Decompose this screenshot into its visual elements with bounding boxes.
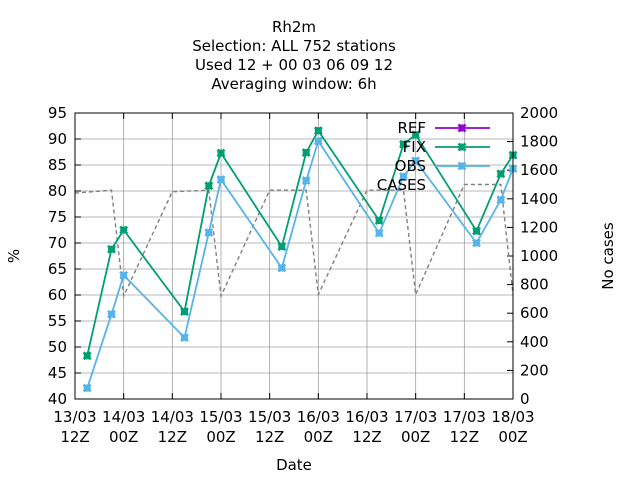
- x-tick-label-date: 14/03: [102, 408, 145, 426]
- data-point: [119, 270, 129, 280]
- x-tick-label-date: 14/03: [151, 408, 194, 426]
- data-point: [411, 130, 421, 140]
- series-layer: [74, 126, 518, 393]
- data-point: [204, 228, 214, 238]
- y-tick-label: 75: [48, 208, 67, 226]
- x-tick-label-hour: 00Z: [206, 428, 235, 446]
- data-point: [496, 169, 506, 179]
- title-line: Used 12 + 00 03 06 09 12: [195, 56, 393, 74]
- series-cases: [74, 183, 514, 299]
- y-tick-label: 65: [48, 260, 67, 278]
- data-point: [301, 148, 311, 157]
- data-point: [313, 126, 323, 136]
- x-tick-label-date: 17/03: [394, 408, 437, 426]
- data-point: [277, 242, 287, 252]
- data-point: [472, 226, 481, 236]
- legend-label: CASES: [377, 176, 426, 194]
- y2-tick-label: 800: [520, 276, 549, 294]
- data-point: [374, 228, 384, 238]
- x-tick-label-hour: 00Z: [498, 428, 527, 446]
- title-line: Averaging window: 6h: [211, 75, 376, 93]
- x-tick-label-hour: 12Z: [450, 428, 479, 446]
- y2-tick-label: 400: [520, 333, 549, 351]
- data-point: [472, 238, 481, 248]
- x-tick-label-date: 16/03: [345, 408, 388, 426]
- x-tick-label-date: 18/03: [491, 408, 534, 426]
- y-tick-label: 70: [48, 234, 67, 252]
- x-tick-label-date: 13/03: [53, 408, 96, 426]
- data-point: [119, 225, 129, 235]
- data-point: [399, 139, 408, 149]
- y2-tick-label: 600: [520, 304, 549, 322]
- title-line: Rh2m: [272, 18, 316, 36]
- data-point: [82, 383, 92, 393]
- data-point: [107, 244, 116, 254]
- legend-label: REF: [397, 119, 426, 137]
- y2-axis-label: No cases: [599, 222, 617, 290]
- x-tick-label-date: 15/03: [248, 408, 291, 426]
- y-tick-label: 90: [48, 130, 67, 148]
- y2-tick-label: 1600: [520, 161, 558, 179]
- data-point: [82, 351, 92, 361]
- legend-marker: [457, 142, 467, 152]
- x-tick-label-date: 16/03: [297, 408, 340, 426]
- y2-tick-label: 0: [520, 390, 530, 408]
- legend-label: OBS: [395, 157, 426, 175]
- y-axis-label: %: [5, 249, 23, 263]
- x-axis-label: Date: [276, 456, 312, 474]
- x-tick-label-date: 15/03: [199, 408, 242, 426]
- y-tick-label: 40: [48, 390, 67, 408]
- x-tick-label-hour: 12Z: [352, 428, 381, 446]
- data-point: [107, 309, 116, 319]
- series-obs: [82, 136, 518, 393]
- y2-tick-label: 1200: [520, 218, 558, 236]
- y2-axis: 0 200 400 600 800 1000 1200 1400 1600 1800 2000: [507, 104, 558, 408]
- data-point: [301, 176, 311, 186]
- title-line: Selection: ALL 752 stations: [192, 37, 396, 55]
- y2-tick-label: 1400: [520, 190, 558, 208]
- y-tick-label: 60: [48, 286, 67, 304]
- data-point: [216, 148, 226, 158]
- legend-marker: [457, 161, 467, 171]
- data-point: [496, 195, 506, 205]
- x-tick-label-hour: 00Z: [304, 428, 333, 446]
- x-tick-label-hour: 12Z: [60, 428, 89, 446]
- y-tick-label: 80: [48, 182, 67, 200]
- plot-border: [74, 112, 514, 400]
- data-point: [277, 263, 287, 273]
- y2-tick-label: 1800: [520, 133, 558, 151]
- x-tick-label-hour: 12Z: [158, 428, 187, 446]
- legend-marker: [457, 123, 467, 133]
- data-point: [180, 333, 189, 343]
- y-axis: 40 45 50 55 60 65 70 75 80 85 90 95: [48, 104, 81, 408]
- legend-label: FIX: [403, 138, 426, 156]
- data-point: [411, 156, 421, 166]
- y-tick-label: 95: [48, 104, 67, 122]
- y-tick-label: 85: [48, 156, 67, 174]
- data-point: [180, 307, 189, 317]
- series-line-cases: [74, 183, 514, 299]
- series-fix: [82, 126, 518, 361]
- grid: [75, 113, 513, 399]
- x-tick-label-date: 17/03: [443, 408, 486, 426]
- data-point: [374, 216, 384, 226]
- data-point: [216, 175, 226, 184]
- x-axis: 13/03 12Z 14/03 00Z 14/03 12Z 15/03 00Z 15/03 12Z…: [53, 113, 535, 446]
- y2-tick-label: 1000: [520, 247, 558, 265]
- x-tick-label-hour: 00Z: [401, 428, 430, 446]
- data-point: [313, 136, 323, 146]
- data-point: [204, 181, 214, 191]
- x-tick-label-hour: 12Z: [255, 428, 284, 446]
- y2-tick-label: 2000: [520, 104, 558, 122]
- y-tick-label: 45: [48, 364, 67, 382]
- y2-tick-label: 200: [520, 361, 549, 379]
- data-point: [399, 172, 408, 181]
- x-tick-label-hour: 00Z: [109, 428, 138, 446]
- y-tick-label: 55: [48, 312, 67, 330]
- y-tick-label: 50: [48, 338, 67, 356]
